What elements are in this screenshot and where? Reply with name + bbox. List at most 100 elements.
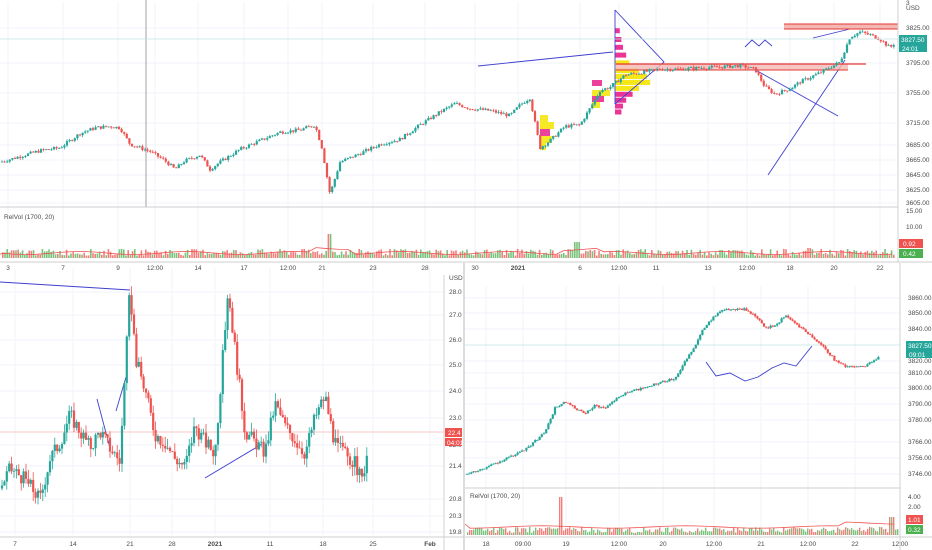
volume-bar bbox=[669, 532, 671, 535]
price-tick-label: 3790.00 bbox=[908, 401, 932, 408]
volume-bar bbox=[580, 253, 583, 258]
volume-bar bbox=[54, 254, 57, 258]
trend-line bbox=[812, 27, 855, 39]
bl-time-axis[interactable]: 7 14 21 28 2021 11 18 25 Feb bbox=[13, 541, 436, 548]
volume-bar bbox=[475, 251, 477, 258]
candle-body bbox=[419, 123, 422, 125]
candle-body bbox=[600, 406, 603, 408]
candle-body bbox=[556, 406, 559, 408]
candle-body bbox=[427, 117, 430, 121]
volume-bar bbox=[569, 527, 571, 535]
candle-body bbox=[487, 466, 491, 468]
candle-body bbox=[292, 130, 295, 132]
candle-body bbox=[53, 444, 56, 451]
candle-body bbox=[497, 111, 500, 113]
candle-body bbox=[514, 454, 517, 457]
candle-body bbox=[648, 69, 651, 72]
top-time-axis[interactable]: 37912:00141712:00212328302021612:0011131… bbox=[6, 265, 884, 272]
candle-body bbox=[24, 155, 27, 157]
br-vol-tick-1: 4.00 bbox=[908, 494, 921, 501]
candle-body bbox=[41, 489, 44, 493]
candle-body bbox=[362, 151, 365, 155]
volume-bar bbox=[567, 249, 569, 258]
volume-bar bbox=[779, 531, 781, 535]
volume-bar bbox=[778, 254, 781, 258]
br-price-axis[interactable]: 3860.00 3850.00 3840.00 3820.00 3810.00 3800.… bbox=[908, 295, 932, 478]
candle-body bbox=[721, 310, 724, 312]
candle-body bbox=[240, 147, 243, 150]
candle-body bbox=[120, 425, 124, 464]
candle-body bbox=[892, 45, 895, 47]
candle-body bbox=[117, 126, 121, 130]
candle-body bbox=[178, 463, 181, 465]
volume-bar bbox=[314, 251, 316, 258]
candle-body bbox=[802, 327, 805, 330]
volume-bar bbox=[404, 249, 407, 258]
volume-profile-bar bbox=[615, 68, 639, 74]
top-price-axis[interactable]: 3825.00 3795.00 3755.00 3715.00 3685.00 3665.… bbox=[906, 25, 930, 207]
volume-bar bbox=[35, 255, 37, 258]
volume-bar bbox=[116, 254, 118, 258]
candle-body bbox=[492, 463, 495, 465]
volume-bar bbox=[533, 530, 535, 535]
candle-body bbox=[216, 163, 219, 167]
candle-body bbox=[575, 408, 579, 411]
volume-bar bbox=[607, 527, 609, 535]
time-tick-label: 25 bbox=[369, 541, 377, 548]
volume-bar bbox=[811, 528, 813, 535]
candle-body bbox=[159, 156, 162, 158]
candle-body bbox=[721, 67, 724, 69]
candle-body bbox=[801, 79, 804, 84]
volume-bar bbox=[142, 255, 145, 258]
volume-bar bbox=[681, 250, 684, 258]
price-tick-label: 26.0 bbox=[449, 337, 462, 344]
volume-bar bbox=[512, 251, 514, 258]
candle-body bbox=[68, 140, 71, 142]
candle-body bbox=[727, 308, 730, 310]
time-tick-label: 22 bbox=[851, 541, 859, 548]
volume-bar bbox=[356, 253, 358, 258]
volume-bar bbox=[582, 253, 585, 258]
candle-body bbox=[46, 472, 49, 485]
candle-body bbox=[591, 408, 594, 410]
volume-profile-bar bbox=[540, 129, 550, 136]
candle-body bbox=[760, 320, 763, 324]
volume-bar bbox=[613, 529, 615, 535]
top-overlay bbox=[0, 0, 898, 207]
volume-bar bbox=[831, 530, 833, 535]
candle-body bbox=[474, 109, 477, 111]
br-time-axis[interactable]: 18 09:00 19 12:00 20 12:00 21 12:00 22 12:00 bbox=[482, 541, 908, 548]
volume-profile-bar bbox=[615, 97, 627, 103]
volume-bar bbox=[642, 251, 644, 258]
volume-bar bbox=[877, 531, 879, 535]
candle-body bbox=[34, 150, 37, 153]
candle-body bbox=[848, 366, 851, 367]
candle-body bbox=[365, 455, 368, 474]
candle-body bbox=[453, 103, 456, 105]
price-tick-label: 3860.00 bbox=[908, 295, 932, 302]
volume-bar bbox=[659, 527, 661, 535]
candle-body bbox=[523, 103, 526, 104]
candle-body bbox=[351, 464, 354, 467]
candle-body bbox=[94, 434, 97, 449]
volume-bar bbox=[631, 254, 633, 258]
volume-bar bbox=[667, 527, 669, 535]
candle-body bbox=[377, 144, 381, 148]
volume-bar bbox=[442, 254, 444, 258]
volume-bar bbox=[759, 527, 761, 535]
price-tick-label: 3625.00 bbox=[906, 187, 930, 194]
volume-bar bbox=[670, 252, 673, 258]
volume-bar bbox=[191, 248, 193, 258]
candle-body bbox=[195, 426, 198, 429]
volume-bar bbox=[204, 255, 206, 258]
candle-body bbox=[630, 391, 634, 392]
candle-body bbox=[172, 164, 175, 168]
candle-body bbox=[596, 95, 599, 100]
candle-body bbox=[812, 75, 815, 78]
candle-body bbox=[817, 72, 820, 75]
candle-body bbox=[8, 463, 11, 472]
volume-bar bbox=[525, 528, 527, 535]
candle-body bbox=[674, 68, 677, 71]
candle-body bbox=[848, 39, 851, 45]
candle-body bbox=[710, 320, 713, 322]
